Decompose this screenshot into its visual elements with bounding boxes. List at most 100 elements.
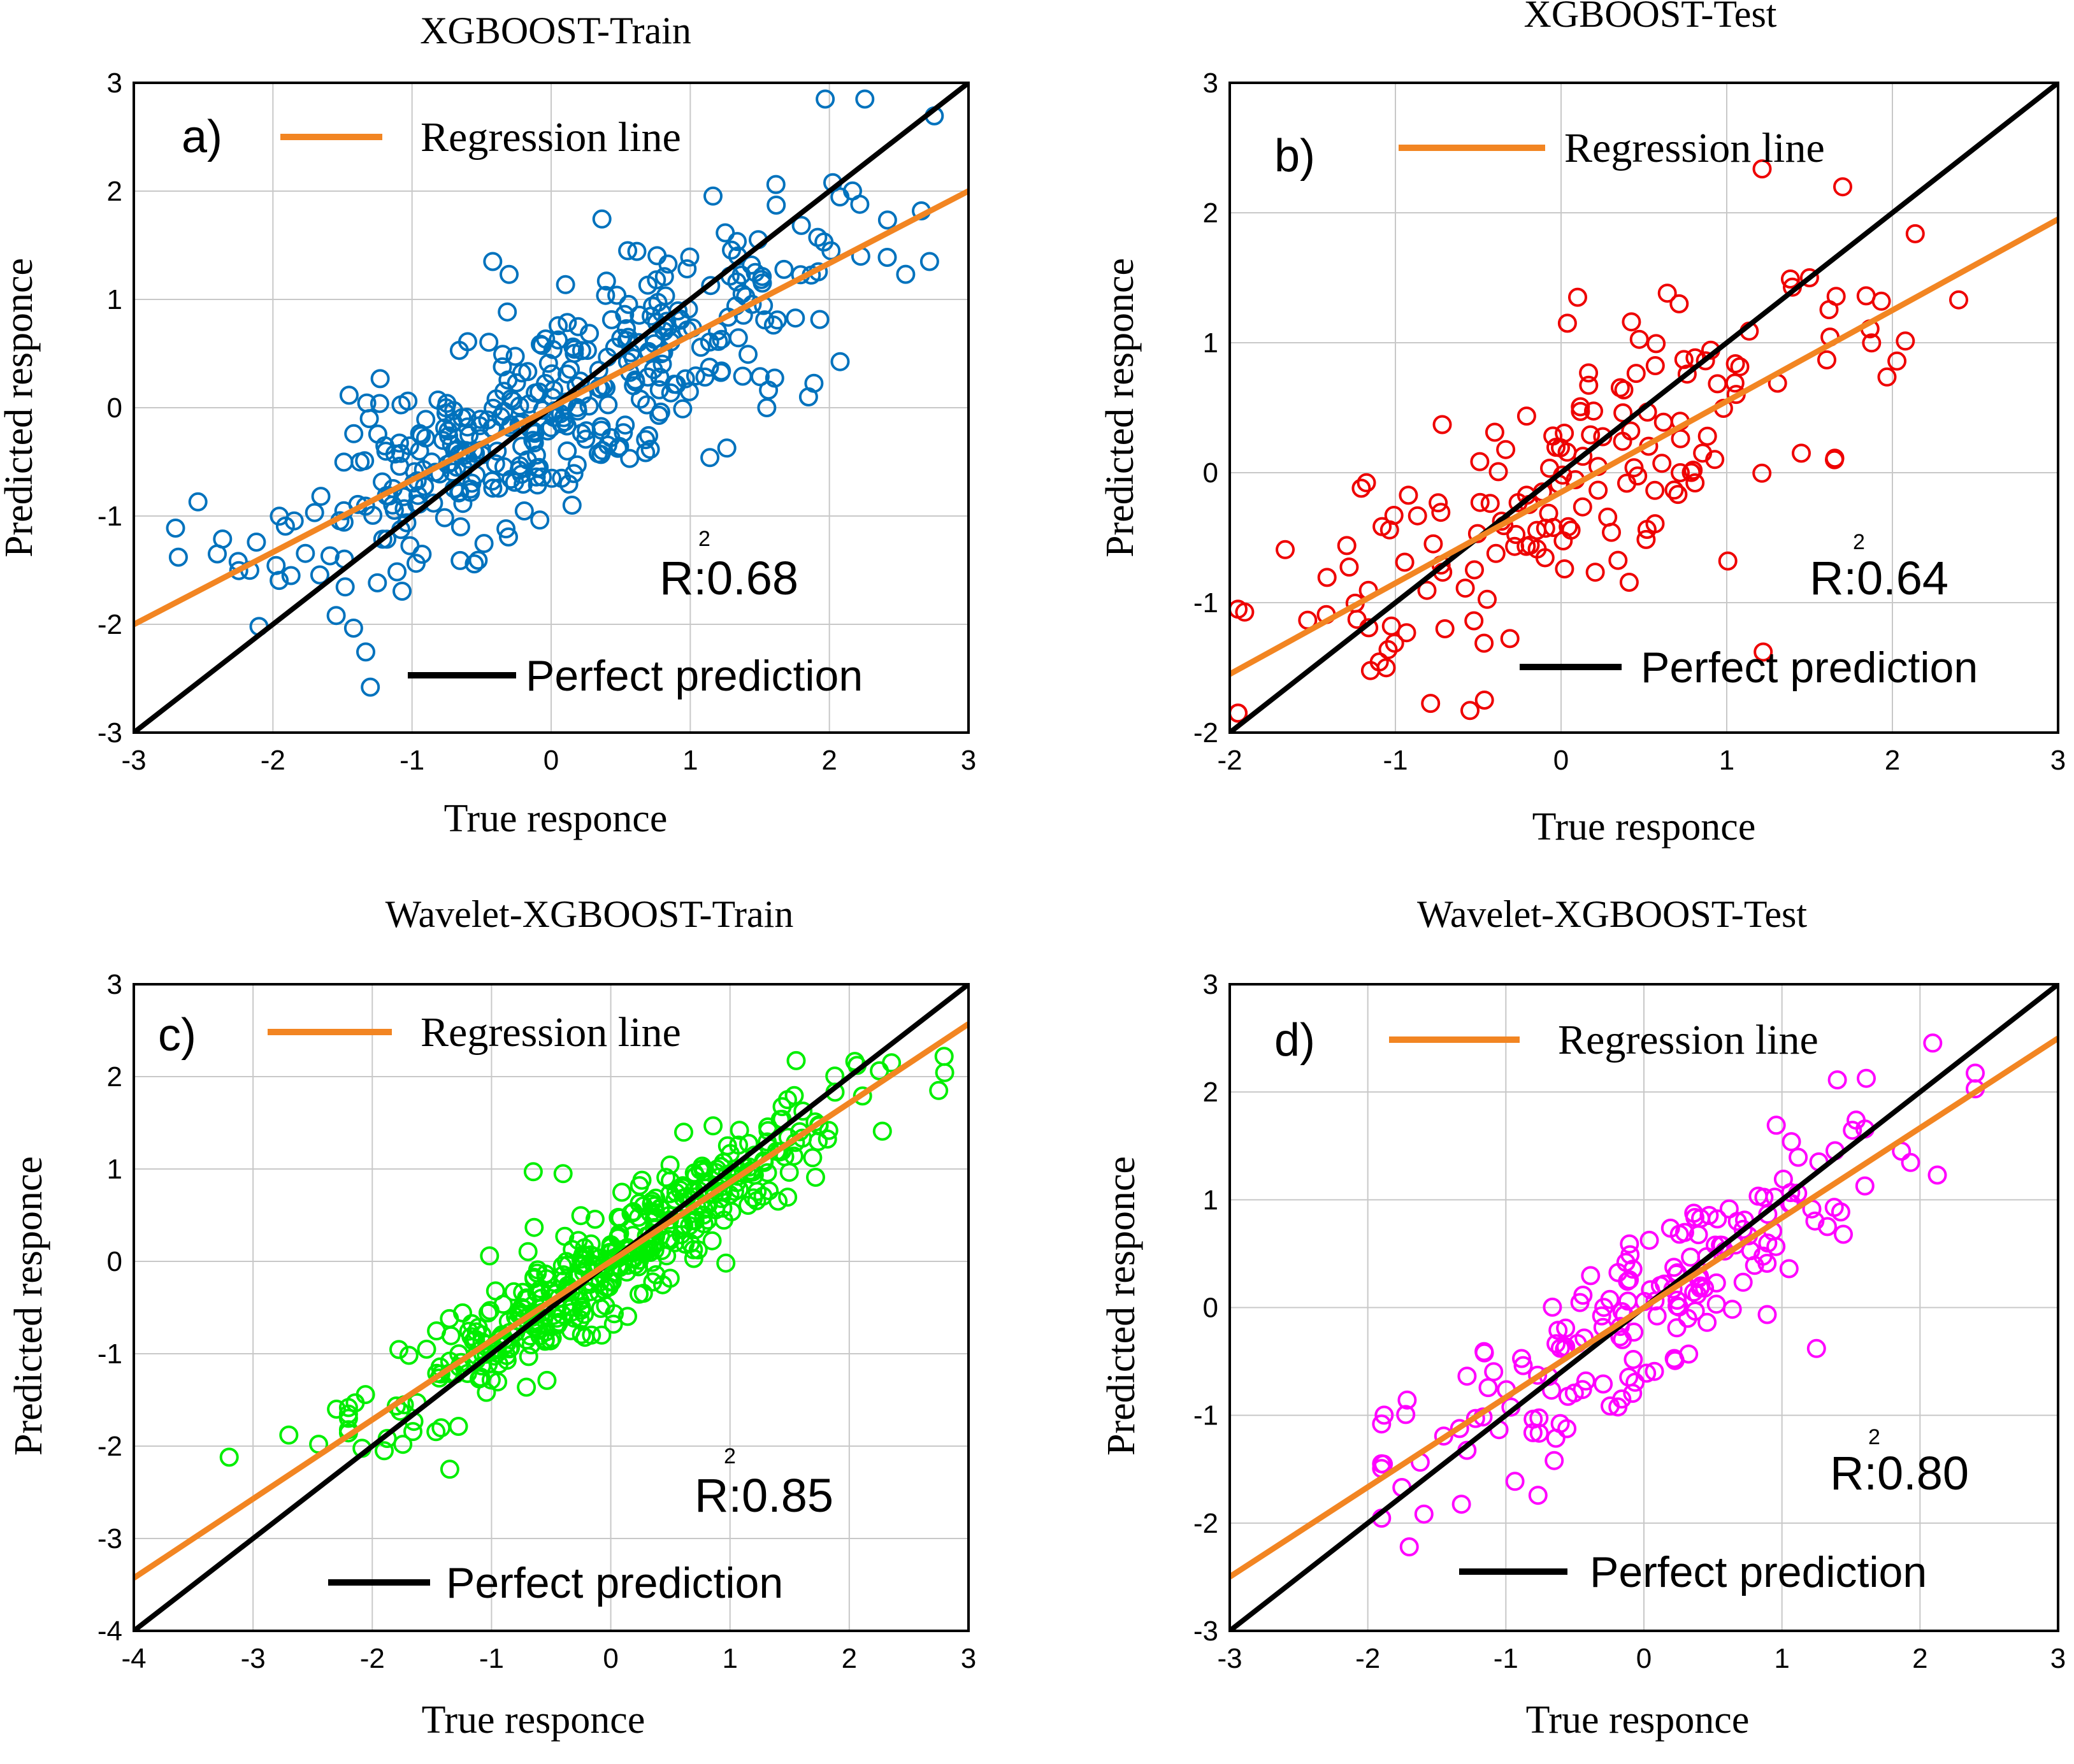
- data-point: [1652, 454, 1672, 473]
- x-tick-label: 1: [1774, 1643, 1789, 1674]
- data-point: [1697, 426, 1717, 446]
- data-point: [1357, 473, 1376, 492]
- data-point: [480, 1301, 500, 1321]
- data-point: [345, 1393, 365, 1413]
- data-point: [786, 308, 805, 328]
- data-point: [496, 519, 516, 539]
- r2-superscript: 2: [1853, 530, 1865, 554]
- data-point: [654, 267, 674, 287]
- data-point: [538, 354, 558, 373]
- data-point: [738, 345, 758, 364]
- chart-title: XGBOOST-Train: [420, 10, 691, 52]
- data-point: [1317, 568, 1337, 587]
- r2-superscript: 2: [1868, 1425, 1880, 1449]
- data-point: [619, 294, 638, 314]
- data-point: [1748, 1186, 1768, 1206]
- y-tick-label: 3: [1203, 68, 1218, 99]
- data-point: [1486, 543, 1506, 563]
- data-point: [494, 401, 514, 421]
- data-point: [1555, 559, 1574, 578]
- data-point: [1667, 1296, 1687, 1316]
- data-point: [591, 417, 611, 436]
- data-point: [208, 544, 227, 564]
- data-point: [1706, 1294, 1726, 1314]
- x-tick-label: 3: [961, 1643, 976, 1674]
- data-point: [438, 421, 458, 441]
- data-point: [376, 441, 396, 461]
- data-point: [1451, 1495, 1471, 1514]
- data-point: [394, 487, 414, 506]
- data-point: [816, 89, 835, 109]
- data-point: [1395, 552, 1415, 572]
- legend-regression-label: Regression line: [421, 1009, 681, 1056]
- data-point: [370, 369, 390, 389]
- data-point: [487, 1340, 507, 1359]
- data-point: [188, 492, 208, 512]
- r2-annotation: R:0.68: [659, 552, 798, 605]
- data-point: [1693, 443, 1713, 463]
- data-point: [793, 1101, 813, 1121]
- y-axis-label: Predicted responce: [0, 258, 41, 557]
- data-point: [744, 1188, 763, 1208]
- data-point: [1470, 452, 1490, 471]
- data-point: [1711, 1235, 1731, 1255]
- data-point: [1399, 485, 1418, 505]
- x-tick-label: -4: [121, 1643, 146, 1674]
- data-point: [571, 1206, 591, 1226]
- data-point: [1546, 438, 1566, 457]
- x-tick-label: 1: [1719, 745, 1734, 776]
- panel-label: a): [182, 111, 222, 162]
- data-point: [612, 1182, 631, 1202]
- data-point: [698, 1210, 717, 1230]
- data-point: [1862, 333, 1882, 353]
- data-point: [1637, 1363, 1657, 1383]
- data-point: [575, 1305, 594, 1324]
- y-tick-label: 0: [107, 1246, 122, 1277]
- data-point: [344, 424, 364, 443]
- data-point: [601, 1237, 621, 1257]
- data-point: [474, 534, 494, 554]
- y-tick-label: -1: [1193, 1400, 1218, 1431]
- data-point: [1543, 1297, 1562, 1317]
- y-tick-label: -1: [1193, 587, 1218, 619]
- data-point: [518, 1242, 538, 1261]
- data-point: [1678, 1309, 1697, 1328]
- data-point: [478, 410, 498, 430]
- data-point: [673, 399, 693, 419]
- y-tick-label: 1: [1203, 327, 1218, 359]
- data-point: [774, 259, 794, 279]
- data-point: [480, 1246, 500, 1266]
- data-point: [498, 302, 517, 322]
- data-point: [408, 485, 428, 505]
- data-point: [728, 328, 748, 348]
- data-point: [1550, 1414, 1570, 1433]
- data-point: [558, 313, 577, 333]
- data-point: [305, 503, 324, 522]
- data-point: [1629, 329, 1649, 349]
- data-point: [600, 1252, 620, 1272]
- data-point: [1608, 550, 1628, 570]
- data-point: [343, 619, 363, 638]
- data-point: [517, 1377, 537, 1397]
- data-point: [755, 310, 775, 330]
- y-tick-label: 1: [107, 284, 122, 315]
- data-point: [730, 1121, 749, 1140]
- data-point: [373, 472, 392, 492]
- data-point: [1478, 1378, 1498, 1398]
- data-point: [1639, 1230, 1659, 1250]
- x-tick-label: -1: [479, 1643, 504, 1674]
- y-tick-label: -2: [97, 1431, 122, 1462]
- data-point: [568, 317, 588, 336]
- data-point: [758, 1117, 777, 1137]
- legend-perfect-label: Perfect prediction: [446, 1559, 783, 1607]
- data-point: [400, 536, 420, 556]
- data-point: [617, 319, 636, 338]
- data-point: [1568, 287, 1587, 307]
- data-point: [1573, 497, 1592, 517]
- data-point: [1620, 1245, 1640, 1265]
- data-point: [640, 440, 660, 459]
- data-point: [572, 341, 591, 361]
- data-point: [568, 1231, 588, 1251]
- data-point: [1708, 1209, 1727, 1229]
